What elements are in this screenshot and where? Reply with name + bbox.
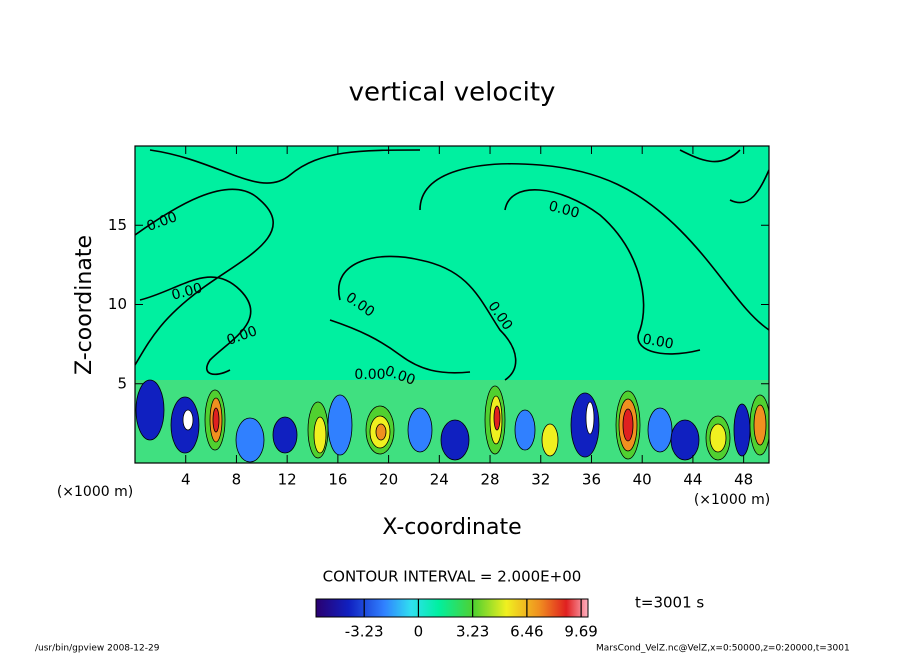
contour-line bbox=[329, 319, 471, 374]
x-unit-label: (×1000 m) bbox=[57, 484, 133, 500]
x-tick-label: 20 bbox=[379, 471, 398, 489]
x-tick-label: 44 bbox=[683, 471, 702, 489]
x-tick-label: 16 bbox=[328, 471, 347, 489]
chart-title: vertical velocity bbox=[349, 78, 556, 108]
field-blob bbox=[733, 403, 751, 457]
x-tick-label: 36 bbox=[582, 471, 601, 489]
x-tick-label: 40 bbox=[633, 471, 652, 489]
y-tick-label: 5 bbox=[117, 374, 127, 392]
field-blob bbox=[407, 407, 433, 453]
field-blob bbox=[440, 419, 470, 461]
x-tick-label: 12 bbox=[278, 471, 297, 489]
field-blob bbox=[753, 404, 767, 446]
contour-line bbox=[504, 189, 701, 355]
y-axis-label: Z-coordinate bbox=[72, 235, 97, 375]
field-blob bbox=[541, 423, 559, 457]
colorbar-tick-label: 6.46 bbox=[510, 623, 543, 641]
contour-line bbox=[135, 188, 274, 366]
field-blob bbox=[235, 417, 265, 463]
x-tick-label: 32 bbox=[531, 471, 550, 489]
x-axis-label: X-coordinate bbox=[382, 515, 521, 540]
field-blob bbox=[570, 392, 600, 458]
field-blob bbox=[212, 407, 220, 433]
colorbar-tick-label: 0 bbox=[414, 623, 424, 641]
contour-line bbox=[139, 276, 252, 376]
y-tick-label: 10 bbox=[108, 295, 127, 313]
x-tick-label: 8 bbox=[232, 471, 242, 489]
field-blob bbox=[493, 405, 501, 431]
field-blob bbox=[182, 409, 194, 431]
contour-label: 0.00 bbox=[547, 198, 581, 222]
colorbar-tick-label: 3.23 bbox=[456, 623, 489, 641]
x-tick-label: 24 bbox=[430, 471, 449, 489]
footer-left: /usr/bin/gpview 2008-12-29 bbox=[35, 644, 160, 654]
field-blob bbox=[709, 423, 727, 453]
contour-line bbox=[149, 149, 421, 184]
footer-right: MarsCond_VelZ.nc@VelZ,x=0:50000,z=0:2000… bbox=[596, 644, 850, 654]
field-blob bbox=[327, 394, 353, 456]
x-tick-label: 48 bbox=[734, 471, 753, 489]
field-blob bbox=[622, 408, 634, 442]
field-blob bbox=[670, 419, 700, 461]
field-blob bbox=[313, 416, 327, 454]
x-tick-label: 4 bbox=[181, 471, 191, 489]
contour-label: 0.00 bbox=[641, 331, 674, 352]
contour-line bbox=[337, 255, 517, 381]
field-blob bbox=[135, 379, 165, 441]
x-unit-label: (×1000 m) bbox=[694, 492, 770, 508]
field-blob bbox=[647, 407, 673, 453]
y-tick-label: 15 bbox=[108, 216, 127, 234]
x-tick-label: 28 bbox=[480, 471, 499, 489]
contour-line bbox=[419, 163, 769, 331]
time-label: t=3001 s bbox=[635, 594, 704, 612]
contour-label: 0.00 bbox=[354, 367, 385, 383]
contour-label: 0.00 bbox=[170, 280, 204, 304]
field-blob bbox=[514, 409, 536, 451]
colorbar bbox=[315, 598, 589, 618]
contour-field bbox=[135, 146, 769, 463]
colorbar-tick-label: 9.69 bbox=[564, 623, 597, 641]
contour-line bbox=[679, 149, 769, 204]
field-blob bbox=[272, 416, 298, 454]
field-blob bbox=[585, 401, 595, 435]
contour-interval: CONTOUR INTERVAL = 2.000E+00 bbox=[323, 568, 582, 586]
colorbar-tick-label: -3.23 bbox=[345, 623, 384, 641]
field-blob bbox=[375, 423, 387, 441]
